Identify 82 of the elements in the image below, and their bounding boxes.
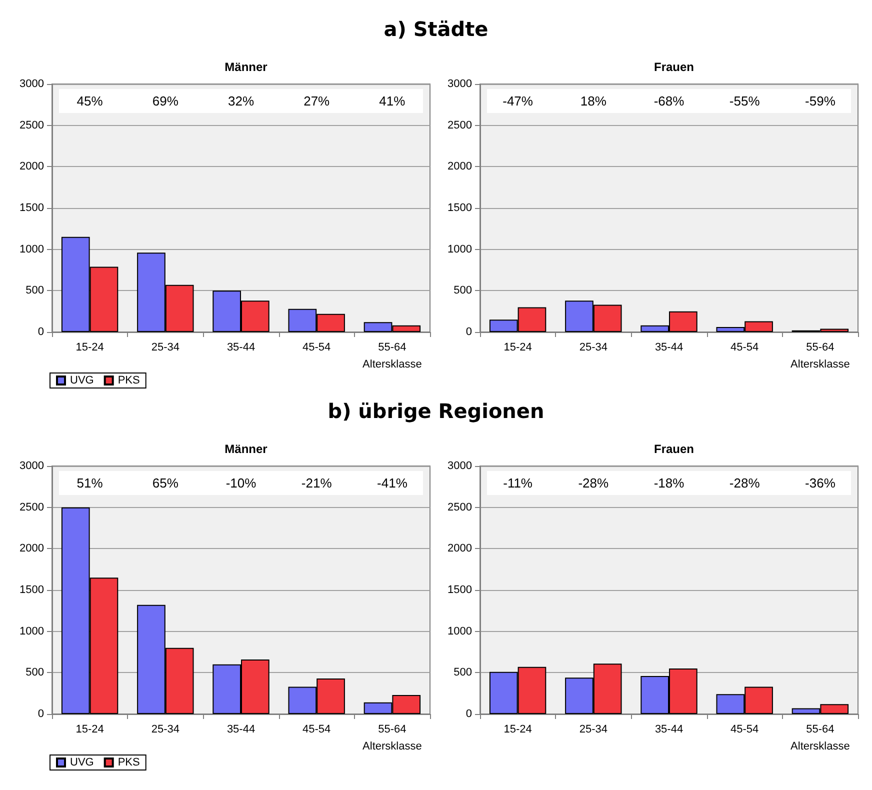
x-tick-label: 35-44 bbox=[654, 724, 684, 736]
y-tick-label: 2500 bbox=[448, 501, 472, 514]
annotation: 45% bbox=[76, 94, 104, 108]
y-tick-label: 0 bbox=[466, 326, 472, 338]
x-tick-label: 15-24 bbox=[76, 724, 104, 736]
annotation: 51% bbox=[76, 476, 104, 490]
y-tick-label: 500 bbox=[26, 666, 44, 679]
y-tick-label: 0 bbox=[466, 708, 472, 720]
annotation: -11% bbox=[503, 476, 533, 490]
legend-label: PKS bbox=[118, 756, 140, 768]
chart-title: Männer bbox=[224, 60, 268, 74]
x-tick-label: 35-44 bbox=[226, 724, 256, 736]
x-tick-label: 45-54 bbox=[302, 724, 331, 736]
annotation: -28% bbox=[729, 476, 760, 490]
annotation: -55% bbox=[729, 94, 760, 108]
annotation: 18% bbox=[580, 94, 607, 108]
x-tick-label: 25-34 bbox=[579, 342, 608, 354]
x-tick-label: 45-54 bbox=[730, 724, 759, 736]
y-tick-label: 3000 bbox=[448, 460, 472, 472]
y-tick-label: 2500 bbox=[448, 119, 472, 132]
y-tick-label: 1000 bbox=[20, 243, 44, 256]
chart-title: Frauen bbox=[654, 442, 694, 456]
x-tick-label: 25-34 bbox=[151, 342, 180, 354]
x-axis-title: Altersklasse bbox=[362, 358, 422, 370]
x-axis-title: Altersklasse bbox=[790, 740, 850, 752]
y-tick-label: 1000 bbox=[20, 625, 44, 638]
y-tick-label: 1500 bbox=[448, 202, 472, 214]
annotation: -18% bbox=[654, 476, 685, 490]
annotation: -68% bbox=[654, 94, 685, 108]
x-tick-label: 15-24 bbox=[504, 724, 532, 736]
y-tick-label: 3000 bbox=[20, 460, 44, 472]
x-tick-label: 45-54 bbox=[302, 342, 331, 354]
annotation: 69% bbox=[152, 94, 179, 108]
y-tick-label: 2500 bbox=[20, 501, 44, 514]
x-tick-label: 55-64 bbox=[378, 342, 406, 354]
chart-title: Frauen bbox=[654, 60, 694, 74]
y-tick-label: 1000 bbox=[448, 625, 472, 638]
x-tick-label: 35-44 bbox=[226, 342, 256, 354]
y-tick-label: 1500 bbox=[20, 202, 44, 214]
y-tick-label: 3000 bbox=[20, 78, 44, 90]
annotation: -10% bbox=[226, 476, 257, 490]
annotation: 32% bbox=[228, 94, 254, 108]
x-axis-title: Altersklasse bbox=[362, 740, 422, 752]
annotation: -21% bbox=[301, 476, 332, 490]
annotation: -28% bbox=[578, 476, 610, 490]
x-tick-label: 25-34 bbox=[151, 724, 180, 736]
y-tick-label: 2000 bbox=[448, 160, 472, 173]
annotation: -36% bbox=[805, 476, 836, 490]
x-tick-label: 55-64 bbox=[378, 724, 406, 736]
y-tick-label: 0 bbox=[38, 708, 44, 720]
chart-title: Männer bbox=[224, 442, 268, 456]
x-tick-label: 55-64 bbox=[806, 342, 834, 354]
x-tick-label: 35-44 bbox=[654, 342, 684, 354]
y-tick-label: 1500 bbox=[448, 584, 472, 596]
x-tick-label: 15-24 bbox=[76, 342, 104, 354]
legend-label: PKS bbox=[118, 374, 140, 386]
legend-label: UVG bbox=[70, 756, 94, 768]
x-tick-label: 55-64 bbox=[806, 724, 834, 736]
y-tick-label: 1000 bbox=[448, 243, 472, 256]
x-tick-label: 45-54 bbox=[730, 342, 759, 354]
annotation: 65% bbox=[152, 476, 179, 490]
x-axis-title: Altersklasse bbox=[790, 358, 850, 370]
y-tick-label: 2500 bbox=[20, 119, 44, 132]
y-tick-label: 2000 bbox=[20, 542, 44, 555]
legend-label: UVG bbox=[70, 374, 94, 386]
y-tick-label: 0 bbox=[38, 326, 44, 338]
annotation: -47% bbox=[502, 94, 534, 108]
annotation: 41% bbox=[379, 94, 406, 108]
y-tick-label: 3000 bbox=[448, 78, 472, 90]
annotation: -59% bbox=[805, 94, 836, 108]
y-tick-label: 1500 bbox=[20, 584, 44, 596]
chart-subtitle: b) übrige Regionen bbox=[326, 398, 546, 425]
y-tick-label: 500 bbox=[454, 666, 472, 679]
y-tick-label: 500 bbox=[26, 284, 44, 297]
y-tick-label: 500 bbox=[454, 284, 472, 297]
x-tick-label: 25-34 bbox=[579, 724, 608, 736]
x-tick-label: 15-24 bbox=[504, 342, 532, 354]
annotation: -41% bbox=[377, 476, 408, 490]
annotation: 27% bbox=[304, 94, 330, 108]
chart-subtitle: a) Städte bbox=[382, 16, 490, 43]
y-tick-label: 2000 bbox=[20, 160, 44, 173]
y-tick-label: 2000 bbox=[448, 542, 472, 555]
